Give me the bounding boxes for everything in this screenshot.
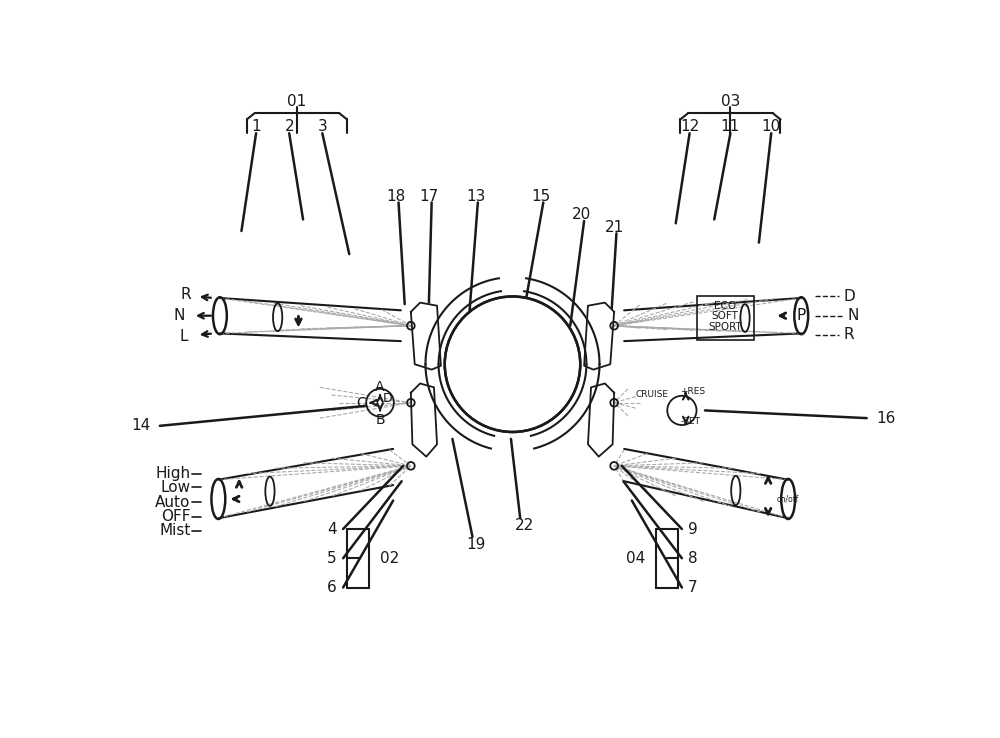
Polygon shape [584,303,614,370]
Text: L: L [179,329,188,344]
Text: D: D [383,393,393,405]
Text: 4: 4 [327,522,337,537]
Text: N: N [174,308,185,323]
Text: 9: 9 [688,522,698,537]
Text: 16: 16 [876,410,895,426]
Text: 14: 14 [131,418,151,433]
Circle shape [446,297,579,431]
Text: 11: 11 [721,119,740,134]
Polygon shape [411,303,441,370]
Text: 2: 2 [284,119,294,134]
Text: B: B [375,413,385,427]
Text: 18: 18 [386,189,405,204]
Text: SPORT: SPORT [708,323,742,332]
Text: SOFT: SOFT [712,311,738,321]
Polygon shape [588,384,614,457]
Text: 6: 6 [327,580,337,595]
Text: 22: 22 [514,518,534,534]
Text: 8: 8 [688,551,698,566]
Text: 19: 19 [466,537,485,552]
Text: 04: 04 [626,551,645,566]
Text: 03: 03 [721,94,740,109]
Text: R: R [844,328,854,342]
Text: P: P [797,308,806,323]
Text: +RES: +RES [680,387,705,396]
Text: 20: 20 [572,207,591,221]
Text: 21: 21 [605,220,624,235]
Text: 15: 15 [531,189,551,204]
Text: 10: 10 [762,119,781,134]
Text: 5: 5 [327,551,337,566]
Text: C: C [356,396,366,410]
Text: Low: Low [161,480,191,495]
Text: -SET: -SET [680,417,700,426]
Polygon shape [411,384,437,457]
Text: 7: 7 [688,580,698,595]
Text: CRUISE: CRUISE [636,390,669,399]
Text: 01: 01 [287,94,307,109]
Text: Mist: Mist [159,523,191,538]
Text: 17: 17 [420,189,439,204]
Text: A: A [375,380,385,394]
Text: 12: 12 [680,119,699,134]
Text: N: N [847,308,859,323]
Text: Auto: Auto [155,494,191,509]
Text: on/off: on/off [777,494,799,503]
Text: 3: 3 [317,119,327,134]
Text: 13: 13 [466,189,485,204]
Text: R: R [180,287,191,303]
Text: D: D [844,289,855,304]
Text: High: High [156,466,191,481]
Text: OFF: OFF [161,509,191,524]
Text: ECO: ECO [714,300,736,311]
Text: 02: 02 [380,551,399,566]
Text: 1: 1 [251,119,261,134]
